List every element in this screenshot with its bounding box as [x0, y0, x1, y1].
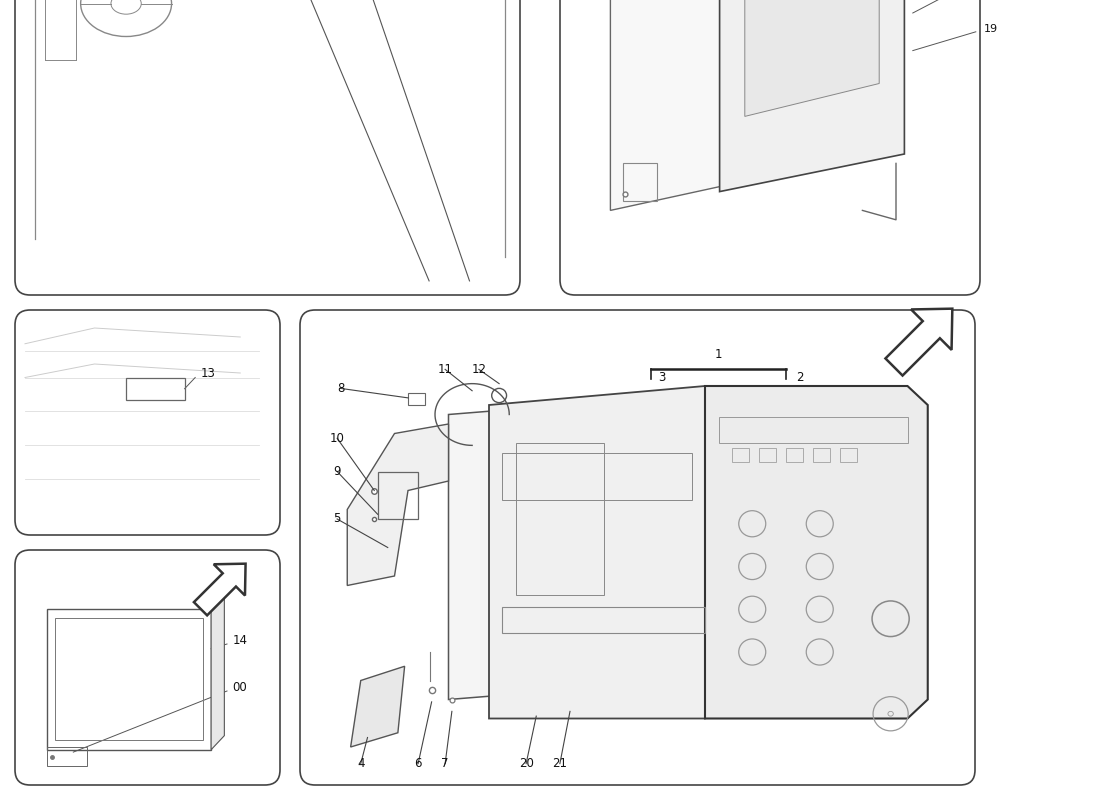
Text: eurospares: eurospares [107, 674, 162, 684]
Text: 00: 00 [232, 681, 248, 694]
Text: 7: 7 [441, 757, 449, 770]
FancyBboxPatch shape [15, 0, 520, 295]
Text: 21: 21 [552, 757, 568, 770]
Text: 14: 14 [232, 634, 248, 647]
Polygon shape [351, 666, 405, 747]
Polygon shape [886, 309, 953, 375]
FancyBboxPatch shape [15, 550, 280, 785]
Text: 10: 10 [330, 432, 344, 445]
Text: eurospares: eurospares [735, 54, 805, 66]
Text: 19: 19 [984, 24, 999, 34]
Text: eurospares: eurospares [188, 77, 266, 90]
Bar [126, 378, 185, 400]
Polygon shape [348, 424, 449, 586]
Bar [786, 448, 803, 462]
Bar [47, 747, 87, 766]
FancyBboxPatch shape [15, 310, 280, 535]
Bar [377, 471, 418, 519]
Text: 11: 11 [438, 363, 452, 376]
Polygon shape [610, 0, 761, 210]
Text: 5: 5 [333, 513, 341, 526]
FancyBboxPatch shape [560, 0, 980, 295]
Bar [759, 448, 775, 462]
Bar [47, 609, 211, 750]
Bar [813, 448, 829, 462]
Text: 20: 20 [519, 757, 534, 770]
Bar [408, 393, 425, 405]
Bar [516, 443, 604, 595]
Text: 13: 13 [200, 367, 216, 381]
Polygon shape [449, 395, 684, 699]
Polygon shape [194, 564, 245, 615]
Bar [718, 417, 908, 443]
Text: 12: 12 [472, 363, 486, 376]
Text: 6: 6 [415, 757, 422, 770]
Polygon shape [490, 386, 732, 718]
Polygon shape [745, 0, 879, 116]
Bar [503, 607, 705, 633]
Bar [503, 453, 692, 500]
Text: 9: 9 [333, 465, 341, 478]
Polygon shape [211, 594, 224, 750]
Bar [732, 448, 749, 462]
Bar [623, 163, 657, 201]
Text: 2: 2 [796, 371, 804, 384]
Text: 1: 1 [715, 347, 723, 361]
Text: 3: 3 [658, 371, 666, 384]
Text: 8: 8 [337, 382, 344, 395]
Text: 4: 4 [358, 757, 364, 770]
Polygon shape [719, 0, 904, 191]
Text: eurospares: eurospares [628, 611, 714, 626]
Bar [55, 618, 204, 740]
Polygon shape [705, 386, 927, 718]
Bar [840, 448, 857, 462]
FancyBboxPatch shape [300, 310, 975, 785]
